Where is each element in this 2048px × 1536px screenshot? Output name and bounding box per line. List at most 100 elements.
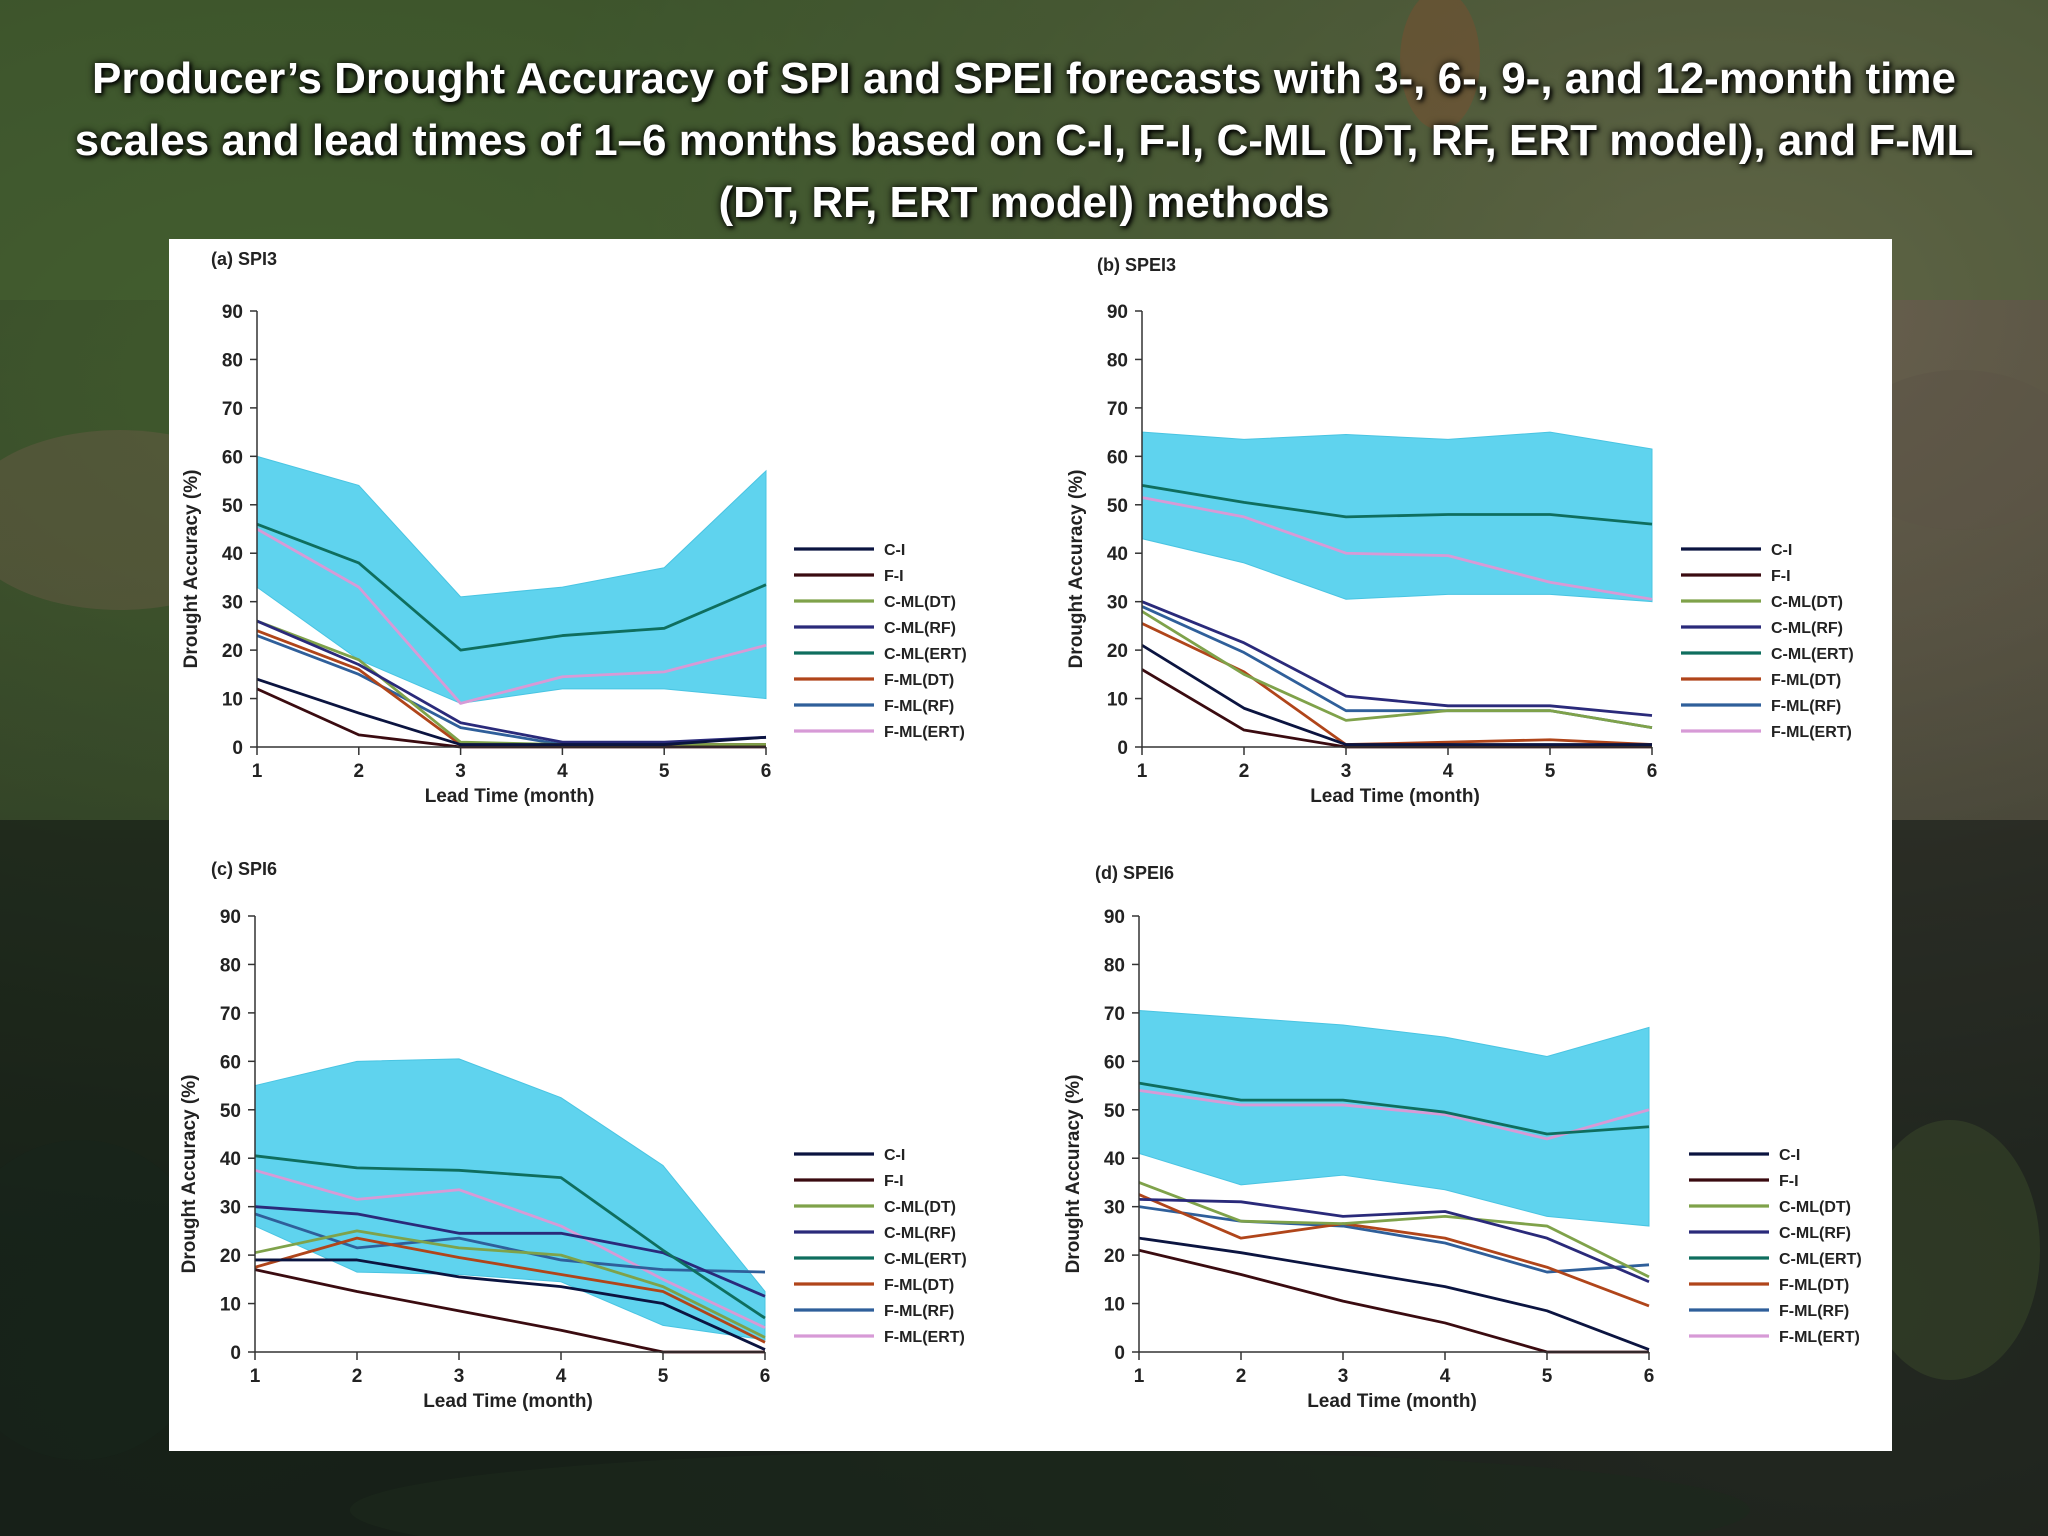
y-axis-title: Drought Accuracy (%) — [1063, 1075, 1084, 1274]
y-tick-label: 40 — [222, 544, 243, 565]
legend-label: F-ML(DT) — [884, 1277, 954, 1294]
legend-label: C-ML(DT) — [1771, 594, 1843, 611]
legend-label: C-ML(RF) — [1779, 1225, 1851, 1242]
series-line-c-i — [1138, 1236, 1650, 1351]
legend: C-I F-I C-ML(DT) C-ML(RF) C-ML(ERT) F-ML(DT) F… — [794, 1147, 967, 1346]
x-tick-label: 5 — [1545, 761, 1556, 782]
y-axis-title: Drought Accuracy (%) — [181, 470, 202, 669]
legend-label: F-ML(RF) — [1771, 698, 1841, 715]
y-tick-label: 0 — [1114, 1343, 1125, 1364]
series-line-f-ml-rf — [1138, 1205, 1650, 1274]
x-tick-label: 1 — [250, 1366, 261, 1387]
series-line-f-ml-dt — [254, 1236, 766, 1344]
y-tick-label: 0 — [230, 1343, 241, 1364]
y-tick-label: 10 — [222, 690, 243, 711]
y-tick-label: 80 — [222, 350, 243, 371]
legend-label: C-ML(DT) — [884, 1199, 956, 1216]
y-tick-label: 80 — [1104, 955, 1125, 976]
series-line-c-ml-rf — [1138, 1198, 1650, 1284]
x-tick-label: 1 — [1134, 1366, 1145, 1387]
x-tick-label: 2 — [352, 1366, 363, 1387]
series-line-f-i — [256, 687, 766, 749]
x-tick-label: 4 — [557, 761, 568, 782]
legend-label: F-I — [1771, 568, 1791, 585]
y-tick-label: 70 — [1104, 1004, 1125, 1025]
x-tick-label: 3 — [454, 1366, 465, 1387]
y-tick-label: 30 — [220, 1198, 241, 1219]
legend-label: C-I — [884, 542, 905, 559]
series-line-f-ml-dt — [1138, 1193, 1650, 1308]
legend-label: C-ML(DT) — [884, 594, 956, 611]
x-tick-label: 3 — [1338, 1366, 1349, 1387]
legend-label: C-ML(ERT) — [1771, 646, 1854, 663]
x-tick-label: 4 — [1440, 1366, 1451, 1387]
y-tick-label: 70 — [1107, 399, 1128, 420]
y-tick-label: 90 — [222, 302, 243, 323]
x-tick-label: 6 — [1647, 761, 1658, 782]
y-tick-label: 50 — [220, 1101, 241, 1122]
series-line-f-ml-ert — [254, 1168, 766, 1330]
legend-label: F-I — [884, 1173, 904, 1190]
legend-label: F-ML(RF) — [1779, 1303, 1849, 1320]
y-tick-label: 50 — [222, 496, 243, 517]
panel-label: (a) SPI3 — [211, 249, 277, 269]
chart-panel-3: (c) SPI6 0 10 20 30 40 50 60 70 80 90 1 2 3 4 5 6 Lead Ti… — [179, 859, 967, 1412]
y-tick-label: 20 — [1104, 1246, 1125, 1267]
figure-panel: (a) SPI3 0 10 20 30 40 50 60 70 80 90 1 2 3 4 5 6 Lead Ti… — [169, 239, 1892, 1451]
series-line-c-ml-rf — [1141, 600, 1653, 717]
y-tick-label: 0 — [1117, 738, 1128, 759]
y-tick-label: 0 — [232, 738, 243, 759]
legend-label: C-ML(ERT) — [1779, 1251, 1862, 1268]
y-axis-title: Drought Accuracy (%) — [1066, 470, 1087, 669]
x-tick-label: 5 — [659, 761, 670, 782]
series-line-f-ml-ert — [1141, 496, 1653, 601]
legend: C-I F-I C-ML(DT) C-ML(RF) C-ML(ERT) F-ML(DT) F… — [1681, 542, 1854, 741]
series-line-c-ml-ert — [254, 1154, 766, 1320]
y-tick-label: 80 — [220, 955, 241, 976]
series-line-f-i — [1138, 1248, 1649, 1354]
accuracy-range-band — [254, 1058, 766, 1341]
y-tick-label: 40 — [220, 1149, 241, 1170]
x-tick-label: 2 — [1236, 1366, 1247, 1387]
x-tick-label: 6 — [761, 761, 772, 782]
series-line-c-ml-dt — [1138, 1181, 1650, 1279]
series-line-c-ml-rf — [256, 619, 767, 744]
chart-panel-1: (a) SPI3 0 10 20 30 40 50 60 70 80 90 1 2 3 4 5 6 Lead Ti… — [181, 249, 967, 807]
legend-label: C-I — [1779, 1147, 1800, 1164]
x-tick-label: 1 — [1137, 761, 1148, 782]
series-line-c-ml-ert — [1141, 484, 1653, 526]
legend-label: C-ML(ERT) — [884, 1251, 967, 1268]
x-tick-label: 3 — [455, 761, 466, 782]
y-tick-label: 50 — [1107, 496, 1128, 517]
y-tick-label: 10 — [220, 1295, 241, 1316]
y-tick-label: 40 — [1107, 544, 1128, 565]
y-tick-label: 80 — [1107, 350, 1128, 371]
legend-label: C-I — [884, 1147, 905, 1164]
legend-label: F-I — [1779, 1173, 1799, 1190]
series-line-c-ml-ert — [256, 522, 767, 652]
y-tick-label: 20 — [222, 641, 243, 662]
panel-label: (b) SPEI3 — [1097, 255, 1176, 275]
x-tick-label: 5 — [658, 1366, 669, 1387]
y-tick-label: 10 — [1104, 1295, 1125, 1316]
x-axis-title: Lead Time (month) — [423, 1391, 593, 1412]
slide-title: Producer’s Drought Accuracy of SPI and S… — [74, 54, 1974, 227]
legend-label: C-ML(RF) — [1771, 620, 1843, 637]
y-tick-label: 50 — [1104, 1101, 1125, 1122]
y-tick-label: 60 — [222, 447, 243, 468]
legend: C-I F-I C-ML(DT) C-ML(RF) C-ML(ERT) F-ML(DT) F… — [794, 542, 967, 741]
y-tick-label: 60 — [1104, 1052, 1125, 1073]
x-tick-label: 1 — [252, 761, 263, 782]
x-tick-label: 6 — [760, 1366, 771, 1387]
legend: C-I F-I C-ML(DT) C-ML(RF) C-ML(ERT) F-ML(DT) F… — [1689, 1147, 1862, 1346]
series-line-c-ml-dt — [1141, 610, 1653, 730]
legend-label: C-ML(RF) — [884, 1225, 956, 1242]
legend-label: C-ML(RF) — [884, 620, 956, 637]
panel-label: (c) SPI6 — [211, 859, 277, 879]
y-axis-title: Drought Accuracy (%) — [179, 1075, 200, 1274]
series-line-c-ml-ert — [1138, 1081, 1650, 1136]
chart-panel-2: (b) SPEI3 0 10 20 30 40 50 60 70 80 90 1 2 3 4 5 6 Lead T… — [1066, 255, 1854, 807]
x-axis-title: Lead Time (month) — [425, 786, 595, 807]
y-tick-label: 20 — [1107, 641, 1128, 662]
y-tick-label: 10 — [1107, 690, 1128, 711]
